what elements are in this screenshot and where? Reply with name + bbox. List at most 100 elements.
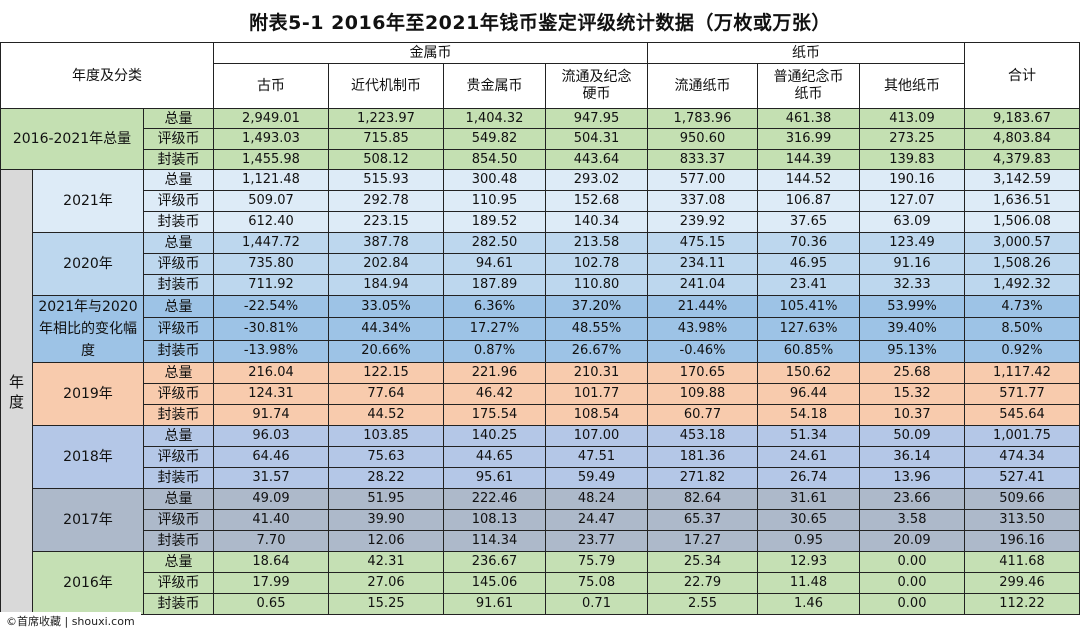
table-row: 评级币 124.31 77.64 46.42 101.77 109.88 96.44 15.3… <box>0 383 1080 405</box>
table-row: 封装币 -13.98% 20.66% 0.87% 26.67% -0.46% 60.85% 9… <box>0 339 1080 364</box>
value-cell: 316.99 <box>757 128 860 150</box>
total-cell: 474.34 <box>964 446 1080 468</box>
sub-category-label: 评级币 <box>143 317 214 341</box>
watermark: ©首席收藏 | shouxi.com <box>0 612 141 632</box>
total-cell: 9,183.67 <box>964 108 1080 129</box>
value-cell: 15.25 <box>328 593 444 615</box>
total-cell: 571.77 <box>964 383 1080 405</box>
value-cell: 271.82 <box>647 467 758 489</box>
total-cell: 545.64 <box>964 404 1080 426</box>
value-cell: 96.03 <box>213 425 329 447</box>
value-cell: 105.41% <box>757 294 860 319</box>
total-cell: 509.66 <box>964 488 1080 510</box>
value-cell: 48.24 <box>545 488 648 510</box>
table-row: 评级币 17.99 27.06 145.06 75.08 22.79 11.48 0.00 29… <box>0 572 1080 594</box>
value-cell: 114.34 <box>443 530 546 552</box>
column-header: 流通纸币 <box>647 63 758 109</box>
value-cell: 49.09 <box>213 488 329 510</box>
value-cell: 91.16 <box>859 253 965 275</box>
column-header: 贵金属币 <box>443 63 546 109</box>
value-cell: 150.62 <box>757 362 860 384</box>
value-cell: 715.85 <box>328 128 444 150</box>
sub-category-label: 封装币 <box>143 274 214 296</box>
value-cell: 26.74 <box>757 467 860 489</box>
table-row: 封装币 1,455.98 508.12 854.50 443.64 833.37 144.3… <box>1 149 1080 170</box>
total-cell: 3,142.59 <box>964 169 1080 191</box>
total-cell: 299.46 <box>964 572 1080 594</box>
table-row: 2020年 总量 1,447.72 387.78 282.50 213.58 475.15 7… <box>0 232 1080 296</box>
value-cell: 95.61 <box>443 467 546 489</box>
value-cell: 44.34% <box>328 317 444 341</box>
total-cell: 4,379.83 <box>964 149 1080 170</box>
value-cell: 11.48 <box>757 572 860 594</box>
value-cell: 2,949.01 <box>213 108 329 129</box>
value-cell: 37.20% <box>545 294 648 319</box>
value-cell: 91.74 <box>213 404 329 426</box>
value-cell: 210.31 <box>545 362 648 384</box>
value-cell: 0.00 <box>859 593 965 615</box>
column-header: 普通纪念币 纸币 <box>757 63 860 109</box>
value-cell: 282.50 <box>443 232 546 254</box>
value-cell: 175.54 <box>443 404 546 426</box>
sub-category-label: 评级币 <box>143 253 214 275</box>
sub-category-label: 封装币 <box>143 211 214 233</box>
value-cell: 0.65 <box>213 593 329 615</box>
sub-category-label: 封装币 <box>143 339 214 364</box>
value-cell: 37.65 <box>757 211 860 233</box>
total-cell: 8.50% <box>964 317 1080 341</box>
table-row: 封装币 31.57 28.22 95.61 59.49 271.82 26.74 13.96 5… <box>0 467 1080 489</box>
total-cell: 313.50 <box>964 509 1080 531</box>
value-cell: 108.13 <box>443 509 546 531</box>
value-cell: 82.64 <box>647 488 758 510</box>
block-label: 2020年 <box>32 232 144 296</box>
total-cell: 3,000.57 <box>964 232 1080 254</box>
value-cell: 0.00 <box>859 572 965 594</box>
table-row: 封装币 711.92 184.94 187.89 110.80 241.04 23.41 32… <box>0 274 1080 296</box>
total-cell: 411.68 <box>964 551 1080 573</box>
value-cell: 59.49 <box>545 467 648 489</box>
sub-category-label: 封装币 <box>143 593 214 615</box>
value-cell: 28.22 <box>328 467 444 489</box>
value-cell: 504.31 <box>545 128 648 150</box>
value-cell: 711.92 <box>213 274 329 296</box>
value-cell: 950.60 <box>647 128 758 150</box>
value-cell: 612.40 <box>213 211 329 233</box>
paper-money-group-header: 纸币 <box>647 42 965 64</box>
value-cell: 44.65 <box>443 446 546 468</box>
total-cell: 1,001.75 <box>964 425 1080 447</box>
value-cell: 1,455.98 <box>213 149 329 170</box>
value-cell: 223.15 <box>328 211 444 233</box>
total-cell: 1,636.51 <box>964 190 1080 212</box>
table-row: 评级币 64.46 75.63 44.65 47.51 181.36 24.61 36.14 4… <box>0 446 1080 468</box>
value-cell: 7.70 <box>213 530 329 552</box>
value-cell: 46.42 <box>443 383 546 405</box>
value-cell: 184.94 <box>328 274 444 296</box>
value-cell: 109.88 <box>647 383 758 405</box>
value-cell: 1,121.48 <box>213 169 329 191</box>
value-cell: 241.04 <box>647 274 758 296</box>
value-cell: 51.34 <box>757 425 860 447</box>
table-row: 评级币 -30.81% 44.34% 17.27% 48.55% 43.98% 127.63… <box>0 317 1080 341</box>
column-header: 流通及纪念 硬币 <box>545 63 648 109</box>
value-cell: 1,447.72 <box>213 232 329 254</box>
sub-category-label: 总量 <box>143 169 214 191</box>
value-cell: 1,404.32 <box>443 108 546 129</box>
value-cell: 181.36 <box>647 446 758 468</box>
total-cell: 1,117.42 <box>964 362 1080 384</box>
value-cell: 735.80 <box>213 253 329 275</box>
value-cell: 17.27 <box>647 530 758 552</box>
value-cell: 51.95 <box>328 488 444 510</box>
sub-category-label: 评级币 <box>143 446 214 468</box>
value-cell: 202.84 <box>328 253 444 275</box>
value-cell: 139.83 <box>859 149 965 170</box>
value-cell: 41.40 <box>213 509 329 531</box>
category-header: 年度及分类 <box>0 42 214 109</box>
metal-coins-group-header: 金属币 <box>213 42 648 64</box>
table-row: 封装币 612.40 223.15 189.52 140.34 239.92 37.65 63… <box>0 211 1080 233</box>
total-cell: 1,506.08 <box>964 211 1080 233</box>
value-cell: 234.11 <box>647 253 758 275</box>
table-row: 2016-2021年总量 总量 2,949.01 1,223.97 1,404.32 94… <box>0 108 1080 170</box>
total-cell: 1,492.32 <box>964 274 1080 296</box>
value-cell: -0.46% <box>647 339 758 364</box>
total-cell: 1,508.26 <box>964 253 1080 275</box>
